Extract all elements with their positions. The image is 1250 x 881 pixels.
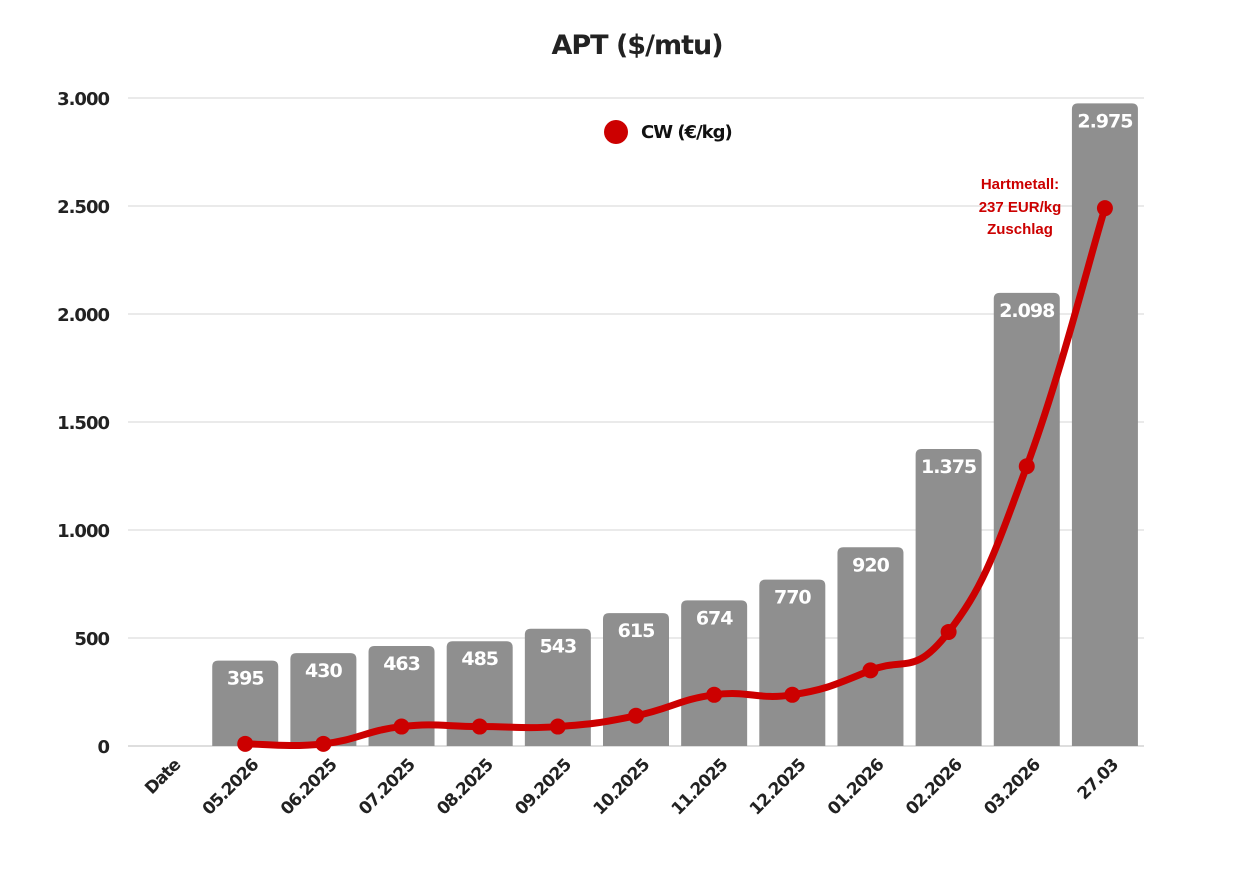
line-point bbox=[549, 718, 566, 735]
y-axis: 0 500 1.000 1.500 2.000 2.500 3.000 bbox=[57, 89, 110, 758]
line-point bbox=[315, 735, 332, 752]
bar bbox=[759, 579, 826, 746]
chart-title: APT ($/mtu) bbox=[551, 30, 722, 61]
bar bbox=[1071, 103, 1138, 746]
x-tick-label: 05.2026 bbox=[199, 755, 263, 819]
x-tick-label: 08.2025 bbox=[433, 755, 497, 819]
bar-value-label: 770 bbox=[774, 587, 811, 609]
line-point bbox=[1096, 200, 1113, 217]
line-point bbox=[1018, 458, 1035, 475]
line-point bbox=[237, 735, 254, 752]
bar bbox=[212, 660, 279, 746]
y-tick-label: 2.000 bbox=[57, 305, 109, 326]
bar-value-label: 430 bbox=[305, 660, 342, 682]
line-point bbox=[471, 718, 488, 735]
x-tick-label: 03.2026 bbox=[980, 755, 1044, 819]
bar bbox=[368, 645, 435, 746]
annotation-line-1: Hartmetall: bbox=[981, 176, 1059, 193]
bar bbox=[837, 547, 904, 746]
y-tick-label: 500 bbox=[74, 629, 109, 650]
bar bbox=[290, 653, 357, 746]
x-tick-label: 27.03 bbox=[1074, 755, 1123, 804]
line-point bbox=[628, 707, 644, 724]
bar-value-label: 463 bbox=[383, 653, 420, 675]
bar-value-label: 2.975 bbox=[1077, 110, 1132, 132]
line-point bbox=[706, 686, 723, 703]
x-tick-label: Date bbox=[141, 755, 185, 799]
y-tick-label: 3.000 bbox=[57, 89, 109, 110]
bar-labels: 395 430 463 485 543 615 674 770 920 1.375 2.098 2.9… bbox=[227, 110, 1134, 690]
bar bbox=[681, 600, 748, 746]
bar-series bbox=[212, 103, 1138, 746]
x-tick-label: 07.2025 bbox=[355, 755, 419, 819]
legend-label: CW (€/kg) bbox=[641, 122, 732, 143]
bar bbox=[993, 292, 1060, 746]
bar bbox=[524, 628, 591, 746]
x-tick-label: 09.2025 bbox=[511, 755, 575, 819]
y-tick-label: 2.500 bbox=[57, 197, 109, 218]
bar-value-label: 543 bbox=[540, 636, 577, 658]
x-tick-label: 02.2026 bbox=[902, 755, 966, 819]
bar-value-label: 1.375 bbox=[921, 456, 976, 478]
y-tick-label: 1.500 bbox=[57, 413, 109, 434]
bar-value-label: 2.098 bbox=[999, 300, 1055, 322]
legend: CW (€/kg) bbox=[604, 120, 733, 144]
line-point bbox=[784, 686, 801, 703]
bar bbox=[915, 449, 982, 746]
y-tick-label: 1.000 bbox=[57, 521, 109, 542]
x-tick-label: 12.2025 bbox=[746, 755, 810, 819]
x-tick-label: 06.2025 bbox=[277, 755, 341, 819]
line-point bbox=[940, 623, 957, 640]
line-series bbox=[237, 200, 1113, 752]
bar-value-label: 395 bbox=[227, 668, 264, 690]
x-axis: Date 05.2026 06.2025 07.2025 08.2025 09.2025 1… bbox=[141, 755, 1122, 819]
bar-value-label: 920 bbox=[852, 554, 889, 576]
annotation-line-2: 237 EUR/kg bbox=[979, 199, 1062, 216]
bar-value-label: 615 bbox=[618, 620, 655, 642]
x-tick-label: 10.2025 bbox=[590, 755, 654, 819]
annotation: Hartmetall: 237 EUR/kg Zuschlag bbox=[979, 176, 1062, 238]
bar-value-label: 674 bbox=[696, 607, 733, 629]
line-point bbox=[862, 662, 879, 679]
line-point bbox=[393, 718, 410, 735]
annotation-line-3: Zuschlag bbox=[987, 221, 1053, 238]
x-tick-label: 11.2025 bbox=[668, 755, 732, 819]
legend-marker bbox=[604, 120, 628, 144]
grid-lines bbox=[128, 97, 1144, 747]
y-tick-label: 0 bbox=[97, 737, 109, 758]
bar-value-label: 485 bbox=[461, 648, 498, 670]
x-tick-label: 01.2026 bbox=[824, 755, 888, 819]
bar bbox=[446, 641, 513, 746]
